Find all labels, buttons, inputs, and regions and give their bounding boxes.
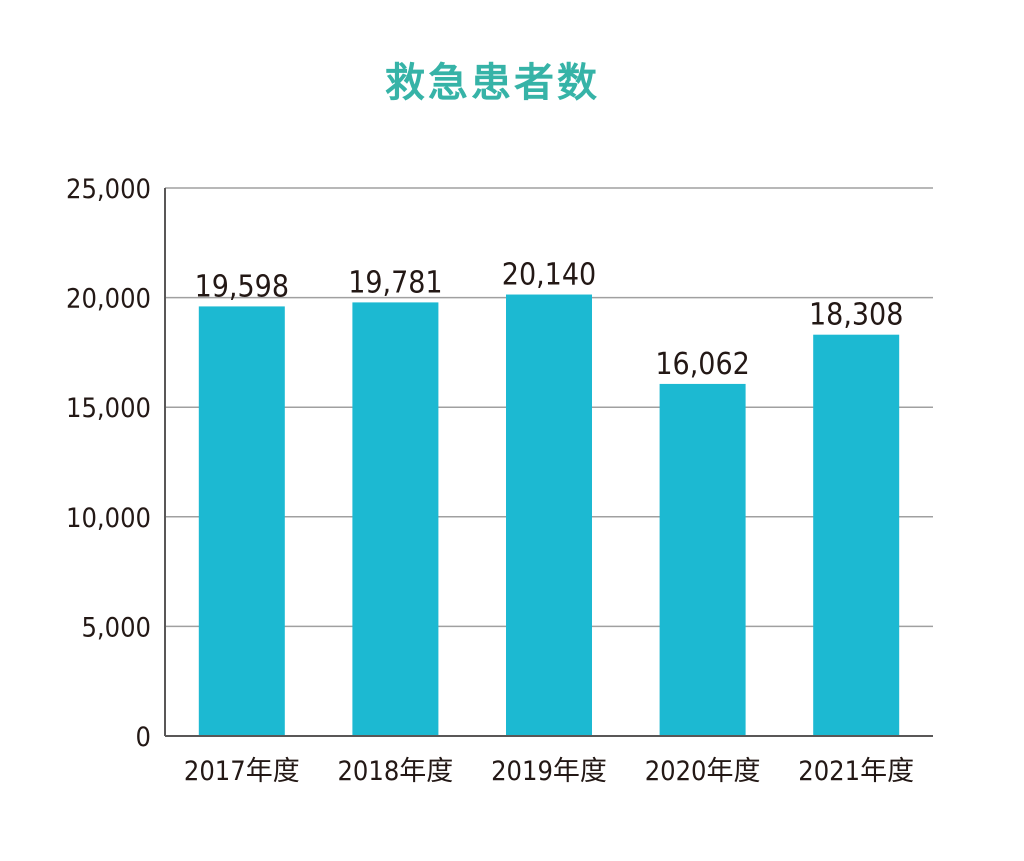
axes xyxy=(164,188,933,737)
bar-value-label: 19,598 xyxy=(195,269,289,304)
y-tick-label: 15,000 xyxy=(66,393,151,424)
x-tick-label: 2018年度 xyxy=(337,756,453,787)
labels: 0 5,000 10,000 15,000 20,000 25,000 19,598 2017… xyxy=(66,174,914,787)
bar-value-label: 18,308 xyxy=(809,298,903,333)
bar-value-label: 20,140 xyxy=(502,258,596,293)
y-tick-label: 25,000 xyxy=(66,174,151,205)
bar xyxy=(352,302,439,736)
y-tick-label: 0 xyxy=(136,722,151,753)
bar xyxy=(506,294,592,736)
x-tick-label: 2019年度 xyxy=(491,756,607,787)
y-tick-label: 5,000 xyxy=(81,612,151,643)
bar-value-label: 16,062 xyxy=(655,347,749,382)
bar xyxy=(813,334,900,736)
bar xyxy=(198,306,285,736)
x-tick-label: 2017年度 xyxy=(184,756,300,787)
bar xyxy=(659,383,746,736)
x-tick-label: 2021年度 xyxy=(798,756,914,787)
y-tick-label: 20,000 xyxy=(66,284,151,315)
bar-value-label: 19,781 xyxy=(348,265,442,300)
chart-title: 救急患者数 xyxy=(385,60,600,106)
y-tick-label: 10,000 xyxy=(66,503,151,534)
bars xyxy=(198,294,900,736)
x-tick-label: 2020年度 xyxy=(645,756,761,787)
